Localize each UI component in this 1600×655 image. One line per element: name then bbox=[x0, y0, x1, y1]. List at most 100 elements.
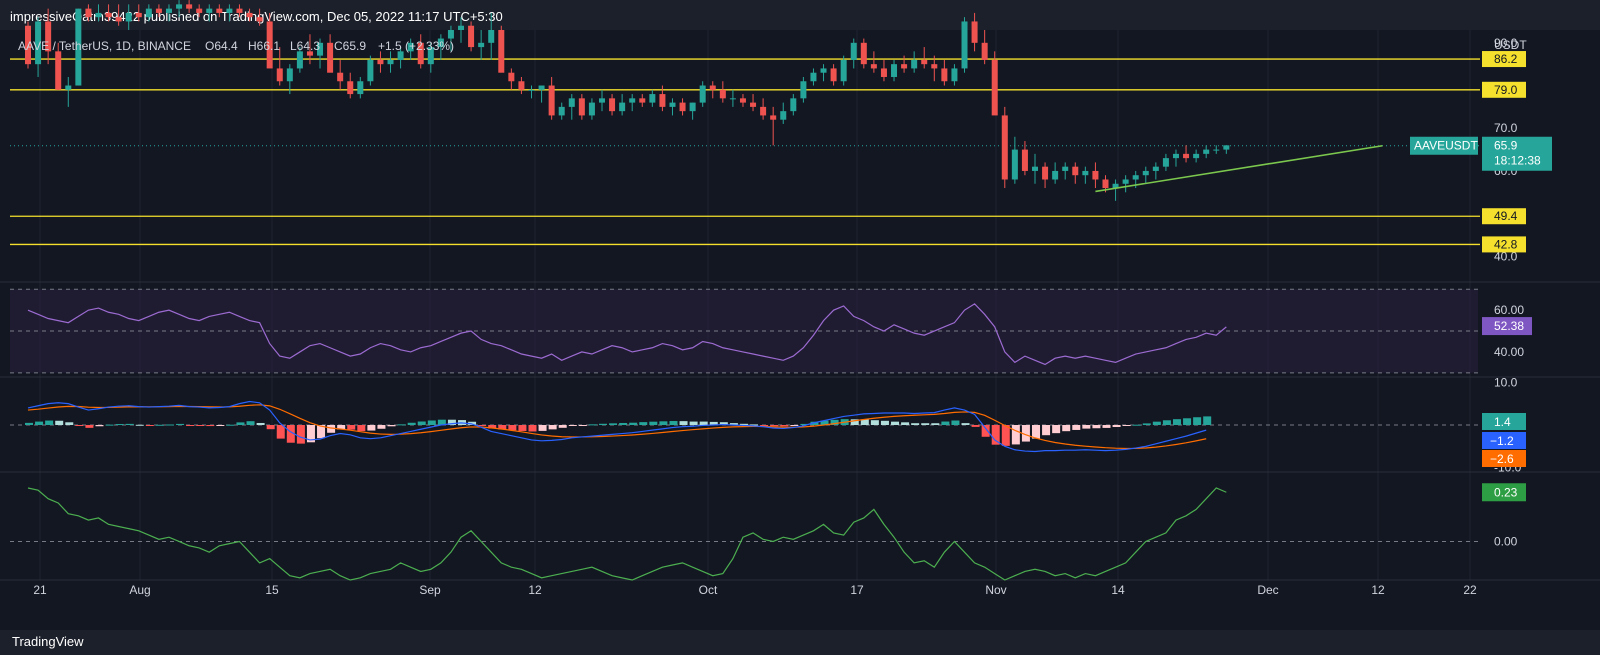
ohlc-low: L64.3 bbox=[290, 39, 320, 53]
candle-body bbox=[548, 85, 555, 116]
macd-histogram-bar bbox=[951, 420, 960, 425]
macd-histogram-bar bbox=[125, 423, 134, 425]
candle-body bbox=[830, 68, 837, 82]
candle-body bbox=[860, 42, 867, 65]
macd-histogram-bar bbox=[115, 424, 124, 426]
macd-histogram-bar bbox=[85, 425, 94, 428]
macd-histogram-bar bbox=[437, 419, 446, 425]
macd-histogram-bar bbox=[820, 420, 829, 425]
chart-canvas[interactable]: AAVE / TetherUS, 1D, BINANCE O64.4 H66.1 L6… bbox=[0, 0, 1600, 630]
candle-body bbox=[609, 98, 616, 112]
candle-body bbox=[578, 98, 585, 116]
candle-body bbox=[296, 51, 303, 69]
candle-body bbox=[337, 72, 344, 82]
candle-body bbox=[447, 30, 454, 39]
x-tick-label: 14 bbox=[1111, 583, 1125, 597]
macd-histogram-bar bbox=[629, 422, 638, 425]
macd-histogram-bar bbox=[649, 421, 658, 425]
macd-histogram-bar bbox=[860, 419, 869, 425]
candle-body bbox=[1213, 149, 1220, 151]
macd-histogram-bar bbox=[598, 423, 607, 425]
rsi-tick-label: 60.00 bbox=[1494, 303, 1524, 317]
candle-body bbox=[1062, 166, 1069, 171]
candle-body bbox=[276, 68, 283, 82]
candle-body bbox=[538, 85, 545, 90]
macd-histogram-bar bbox=[880, 420, 889, 425]
macd-histogram-bar bbox=[1172, 419, 1181, 425]
candle-body bbox=[65, 85, 72, 90]
candle-body bbox=[1223, 145, 1230, 150]
macd-histogram-bar bbox=[176, 423, 185, 425]
ohlc-close: C65.9 bbox=[334, 39, 366, 53]
macd-histogram-bar bbox=[327, 425, 336, 433]
rsi-tick-label: 40.00 bbox=[1494, 345, 1524, 359]
macd-tick-label: 10.0 bbox=[1494, 375, 1518, 389]
candle-body bbox=[266, 21, 273, 69]
macd-histogram-bar bbox=[306, 425, 315, 443]
candle-body bbox=[145, 8, 152, 18]
candle-body bbox=[317, 42, 324, 56]
candle-body bbox=[478, 42, 485, 48]
candle-body bbox=[1082, 170, 1089, 176]
candle-body bbox=[981, 42, 988, 60]
x-tick-label: 12 bbox=[528, 583, 542, 597]
macd-histogram-bar bbox=[1001, 425, 1010, 446]
candle-body bbox=[196, 8, 203, 13]
candle-body bbox=[931, 64, 938, 69]
candle-body bbox=[941, 68, 948, 82]
candle-body bbox=[176, 4, 183, 9]
candle-body bbox=[961, 21, 968, 69]
candle-body bbox=[669, 102, 676, 107]
candle-body bbox=[165, 8, 172, 13]
rsi-band-fill bbox=[10, 289, 1478, 373]
candle-body bbox=[115, 17, 122, 22]
macd-histogram-bar bbox=[619, 422, 628, 425]
macd-histogram-bar bbox=[790, 425, 799, 426]
candle-body bbox=[880, 68, 887, 77]
candle-body bbox=[729, 98, 736, 100]
level-tag bbox=[1482, 208, 1526, 225]
candle-body bbox=[629, 98, 636, 103]
candle-body bbox=[327, 42, 334, 73]
candle-body bbox=[45, 21, 52, 52]
candle-body bbox=[1032, 166, 1038, 171]
candle-body bbox=[75, 8, 82, 86]
cmf-tick-label: 0.00 bbox=[1494, 534, 1518, 548]
last-price-label: 65.9 bbox=[1494, 139, 1518, 153]
level-tag-label: 49.4 bbox=[1494, 209, 1518, 223]
macd-histogram-bar bbox=[387, 425, 396, 427]
macd-histogram-bar bbox=[347, 425, 356, 430]
macd-histogram-bar bbox=[1112, 425, 1121, 428]
macd-histogram-bar bbox=[739, 423, 748, 425]
ohlc-high: H66.1 bbox=[248, 39, 280, 53]
macd-histogram-bar bbox=[921, 423, 930, 425]
candle-body bbox=[226, 8, 233, 13]
candle-body bbox=[55, 51, 62, 90]
candle-body bbox=[1142, 170, 1149, 176]
macd-histogram-bar bbox=[931, 423, 940, 425]
macd-histogram-bar bbox=[1162, 420, 1171, 425]
candle-body bbox=[1132, 175, 1139, 180]
price-tick-label: 70.0 bbox=[1494, 121, 1518, 135]
macd-histogram-bar bbox=[498, 425, 507, 430]
candle-body bbox=[840, 59, 847, 82]
macd-histogram-bar bbox=[95, 425, 104, 427]
macd-histogram-bar bbox=[236, 422, 245, 425]
candle-body bbox=[85, 8, 92, 18]
x-tick-label: 17 bbox=[850, 583, 864, 597]
cmf-line bbox=[27, 487, 1227, 581]
tradingview-logo[interactable]: TradingView bbox=[12, 634, 84, 649]
macd-histogram-bar bbox=[719, 422, 728, 425]
macd-histogram-bar bbox=[1011, 425, 1020, 445]
macd-histogram-bar bbox=[135, 424, 144, 426]
macd-histogram-bar bbox=[709, 421, 718, 425]
candle-body bbox=[1072, 166, 1079, 176]
macd-histogram-bar bbox=[810, 421, 819, 425]
macd-histogram-bar bbox=[508, 425, 517, 431]
footer-bar: TradingView bbox=[0, 630, 1600, 655]
candle-body bbox=[1203, 149, 1210, 154]
candle-body bbox=[679, 102, 686, 112]
candle-body bbox=[518, 81, 525, 90]
candle-body bbox=[760, 106, 767, 116]
macd-histogram-bar bbox=[35, 421, 44, 425]
